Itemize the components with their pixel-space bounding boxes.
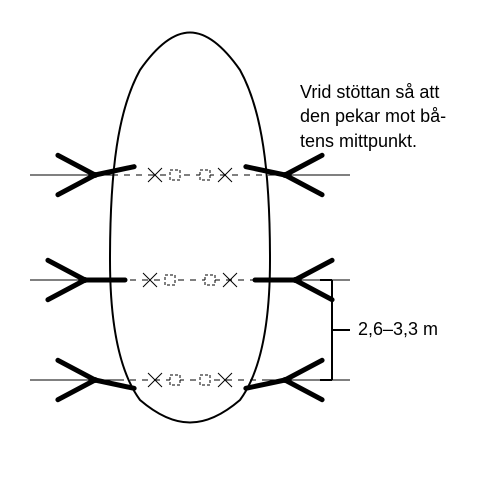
boat-stand-leg: [295, 280, 332, 300]
boat-stand-leg: [48, 260, 85, 280]
keel-block: [205, 275, 215, 285]
diagram-canvas: Vrid stöttan så att den pekar mot bå-tens…: [0, 0, 500, 500]
boat-stand-leg: [58, 380, 95, 400]
instruction-text: Vrid stöttan så att den pekar mot bå-tens…: [300, 80, 446, 153]
boat-stand-leg: [48, 280, 85, 300]
diagram-svg: [0, 0, 500, 500]
instruction-line: den pekar mot bå-: [300, 106, 446, 126]
dimension-label: 2,6–3,3 m: [358, 319, 438, 340]
instruction-line: Vrid stöttan så att: [300, 82, 439, 102]
boat-stand-joint: [292, 277, 298, 283]
boat-stand-joint: [92, 377, 98, 383]
boat-stand-joint: [92, 172, 98, 178]
keel-block: [200, 170, 210, 180]
instruction-line: tens mittpunkt.: [300, 131, 417, 151]
boat-stand-joint: [282, 377, 288, 383]
keel-block: [170, 375, 180, 385]
boat-outline: [110, 33, 270, 423]
boat-stand-joint: [282, 172, 288, 178]
keel-block: [200, 375, 210, 385]
keel-block: [170, 170, 180, 180]
boat-stand-leg: [285, 360, 322, 380]
boat-stand-leg: [295, 260, 332, 280]
boat-stand-joint: [82, 277, 88, 283]
boat-stand-leg: [285, 175, 322, 195]
boat-stand-leg: [58, 360, 95, 380]
boat-stand-leg: [285, 155, 322, 175]
boat-stand-leg: [58, 175, 95, 195]
boat-stand-leg: [58, 155, 95, 175]
boat-stand-leg: [285, 380, 322, 400]
keel-block: [165, 275, 175, 285]
